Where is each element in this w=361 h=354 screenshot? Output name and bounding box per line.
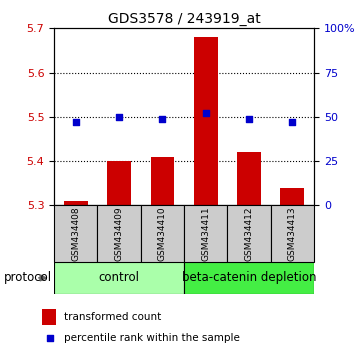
Point [73,119,79,125]
Bar [64,201,88,205]
Text: beta-catenin depletion: beta-catenin depletion [182,272,316,284]
Bar [151,157,174,205]
Point [246,116,252,121]
Bar [97,205,141,262]
Point [290,119,295,125]
Point [203,110,209,116]
Text: GSM434410: GSM434410 [158,206,167,261]
Point [47,335,53,341]
Text: GSM434408: GSM434408 [71,206,80,261]
Text: transformed count: transformed count [64,312,161,322]
Title: GDS3578 / 243919_at: GDS3578 / 243919_at [108,12,261,26]
Bar [54,262,184,294]
Text: GSM434412: GSM434412 [245,206,253,261]
Bar [227,205,271,262]
Bar [42,309,56,325]
Text: GSM434413: GSM434413 [288,206,297,261]
Bar [271,205,314,262]
Bar [141,205,184,262]
Point [160,116,165,121]
Bar [237,152,261,205]
Bar [54,205,97,262]
Bar [107,161,131,205]
Text: GSM434409: GSM434409 [115,206,123,261]
Text: percentile rank within the sample: percentile rank within the sample [64,332,240,343]
Bar [184,262,314,294]
Bar [194,37,218,205]
Bar [184,205,227,262]
Text: GSM434411: GSM434411 [201,206,210,261]
Text: control: control [99,272,140,284]
Bar [280,188,304,205]
Point [116,114,122,120]
Text: protocol: protocol [4,272,52,284]
